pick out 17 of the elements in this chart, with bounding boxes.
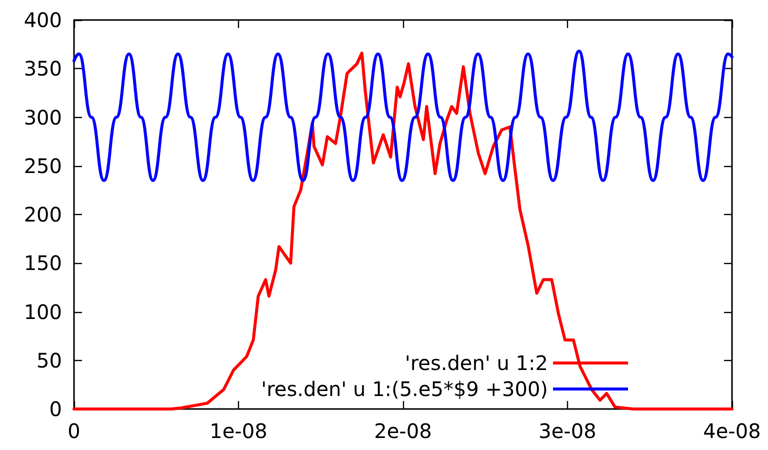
x-tick-label: 2e-08 [374,419,432,443]
y-tick-label: 350 [24,56,62,81]
legend-label: 'res.den' u 1:(5.e5*$9 +300) [261,377,548,401]
x-tick-label: 1e-08 [210,419,268,443]
y-tick-label: 100 [24,300,62,324]
x-tick-label: 0 [68,419,80,443]
y-tick-label: 200 [24,202,62,226]
y-tick-label: 250 [24,154,62,178]
legend-label: 'res.den' u 1:2 [404,351,548,375]
y-tick-label: 50 [36,348,62,372]
x-tick-label: 4e-08 [703,419,761,443]
x-tick-label: 3e-08 [538,419,596,443]
y-tick-label: 300 [24,105,62,130]
y-tick-label: 150 [24,251,62,276]
y-tick-label: 400 [24,8,62,32]
y-tick-label: 0 [49,397,62,421]
line-series [72,50,734,182]
